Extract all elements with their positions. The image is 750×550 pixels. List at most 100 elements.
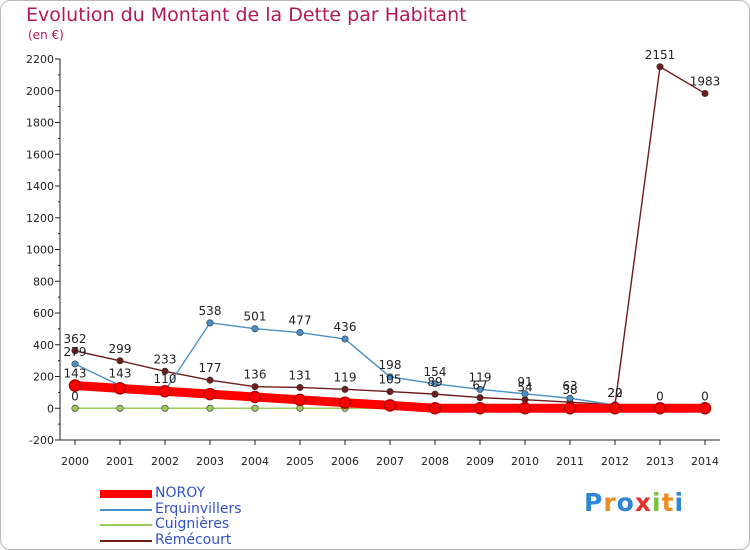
data-point [296,383,304,391]
data-label: 2151 [645,48,676,62]
data-point [296,329,304,337]
data-point [68,379,82,392]
data-point [473,402,487,415]
data-label: 119 [334,370,357,384]
y-tick-label: -200 [29,434,54,447]
x-tick-label: 2004 [241,455,269,468]
data-point [386,373,394,381]
data-point [431,380,439,388]
data-label: 1983 [690,74,721,88]
legend-swatch [100,524,152,526]
data-point [656,63,664,71]
data-label: 38 [562,383,577,397]
axes: -200020040060080010001200140016001800200… [26,53,720,468]
x-tick-label: 2006 [331,455,359,468]
data-label: 105 [379,373,402,387]
logo-letter: i [674,488,685,517]
data-point [161,367,169,375]
y-tick-label: 2000 [26,85,54,98]
logo-letter: o [616,488,635,517]
data-point [431,390,439,398]
data-label: 477 [289,314,312,328]
data-point [161,404,169,412]
data-label: 67 [472,379,487,393]
data-point [116,357,124,365]
y-tick-label: 1600 [26,148,54,161]
x-tick-label: 2005 [286,455,314,468]
x-tick-label: 2002 [151,455,179,468]
data-point [566,394,574,402]
legend-label: Cuignières [155,516,230,532]
data-point [158,385,172,398]
data-label: 436 [334,320,357,334]
data-point [341,335,349,343]
legend-swatch [100,508,152,511]
x-tick-label: 2009 [466,455,494,468]
y-tick-label: 1400 [26,180,54,193]
data-label: 143 [109,367,132,381]
y-tick-label: 1000 [26,244,54,257]
data-label: 233 [154,352,177,366]
y-tick-label: 200 [33,371,54,384]
logo-letter: x [634,488,652,517]
data-point [71,404,79,412]
data-point [701,89,709,97]
data-label: 279 [64,345,87,359]
data-point [71,360,79,368]
data-label: 110 [154,372,177,386]
x-tick-label: 2013 [646,455,674,468]
x-tick-label: 2007 [376,455,404,468]
y-tick-label: 2200 [26,53,54,66]
y-tick-label: 0 [47,402,54,415]
data-point [251,325,259,333]
x-tick-label: 2011 [556,455,584,468]
logo-letter: i [652,488,662,517]
data-label: 143 [64,367,87,381]
data-point [521,396,529,404]
data-label: 362 [64,332,87,346]
data-label: 154 [424,365,447,379]
data-label: 501 [244,310,267,324]
data-label: 299 [109,342,132,356]
data-point [206,319,214,327]
data-label: 0 [71,389,79,403]
data-label: 136 [244,368,267,382]
y-tick-label: 400 [33,339,54,352]
data-label: 119 [469,370,492,384]
data-point [341,385,349,393]
data-point [338,396,352,409]
legend-label: NOROY [155,485,206,501]
data-point [563,402,577,415]
legend-swatch [100,539,152,542]
legend-label: Erquinvillers [155,500,242,517]
data-label: 91 [517,375,532,389]
chart-unit: (en €) [28,28,64,42]
x-tick-label: 2008 [421,455,449,468]
data-point [476,394,484,402]
data-point [518,402,532,415]
proxiti-logo: Proxiti [584,488,684,517]
data-label: 20 [607,386,622,400]
x-tick-label: 2010 [511,455,539,468]
y-tick-label: 800 [33,275,54,288]
legend-label: Rémécourt [155,531,232,548]
data-point [698,402,712,415]
data-point [206,404,214,412]
x-tick-label: 2001 [106,455,134,468]
data-label: 63 [562,379,577,393]
data-label: 22 [607,386,622,400]
y-tick-label: 1200 [26,212,54,225]
data-label: 198 [379,358,402,372]
data-point [206,376,214,384]
x-tick-label: 2000 [61,455,89,468]
x-tick-label: 2003 [196,455,224,468]
data-point [521,390,529,398]
data-point [608,402,622,415]
data-point [386,388,394,396]
x-tick-label: 2012 [601,455,629,468]
data-point [476,385,484,393]
data-label: 54 [517,381,532,395]
y-tick-label: 600 [33,307,54,320]
